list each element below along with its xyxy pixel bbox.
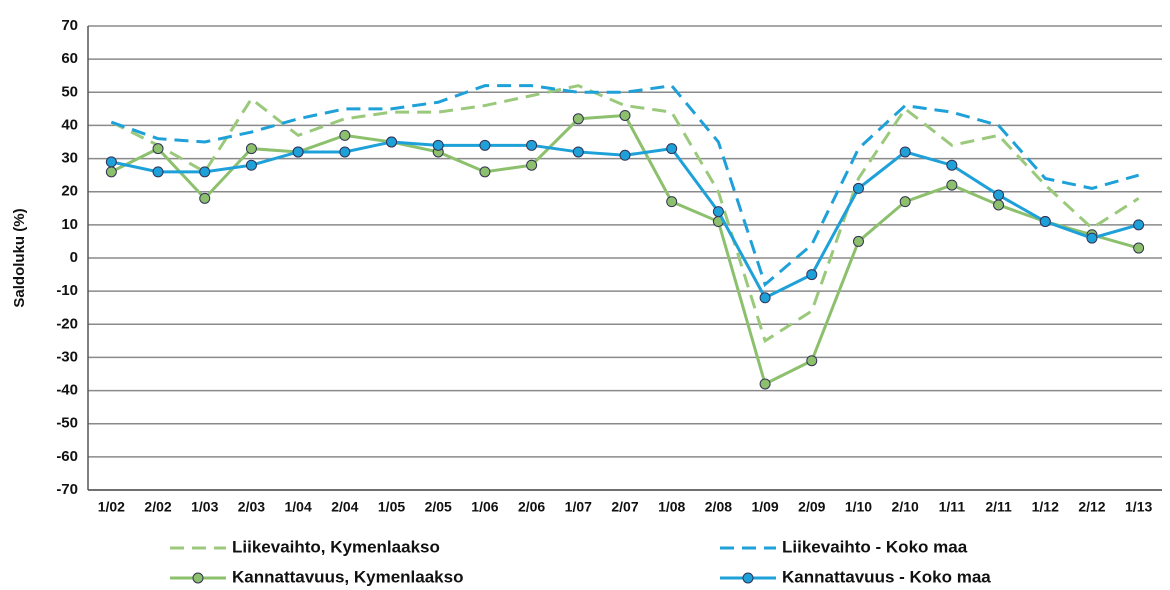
point	[993, 189, 1005, 201]
point	[339, 146, 351, 158]
legend-label: Liikevaihto, Kymenlaakso	[232, 537, 440, 556]
y-tick-label: 60	[61, 50, 78, 67]
x-tick-label: 1/12	[1032, 499, 1059, 515]
legend-label: Kannattavuus, Kymenlaakso	[232, 567, 463, 586]
point	[199, 192, 211, 204]
point	[619, 149, 631, 161]
point	[852, 182, 864, 194]
y-tick-label: -50	[56, 415, 78, 432]
point	[339, 129, 351, 141]
x-tick-label: 2/06	[518, 499, 545, 515]
y-tick-label: -70	[56, 481, 78, 498]
y-tick-label: -40	[56, 382, 78, 399]
y-tick-label: -30	[56, 348, 78, 365]
point	[666, 143, 678, 155]
point	[572, 113, 584, 125]
x-tick-label: 1/07	[565, 499, 592, 515]
series-line	[110, 84, 1140, 288]
point	[899, 196, 911, 208]
x-tick-label: 2/02	[144, 499, 171, 515]
point	[899, 146, 911, 158]
point	[712, 206, 724, 218]
point	[619, 109, 631, 121]
y-tick-label: 30	[61, 150, 78, 167]
point	[386, 136, 398, 148]
y-tick-label: 20	[61, 183, 78, 200]
legend-label: Kannattavuus - Koko maa	[782, 567, 991, 586]
x-tick-label: 1/10	[845, 499, 872, 515]
series-line	[110, 84, 1140, 344]
series-line	[111, 140, 1140, 300]
x-tick-label: 2/03	[238, 499, 265, 515]
point	[993, 199, 1005, 211]
x-tick-label: 1/08	[658, 499, 685, 515]
x-tick-label: 2/12	[1078, 499, 1105, 515]
y-axis-label: Saldoluku (%)	[11, 208, 28, 307]
x-tick-label: 1/02	[98, 499, 125, 515]
point	[1133, 242, 1145, 254]
y-tick-label: -60	[56, 448, 78, 465]
x-tick-label: 2/04	[331, 499, 358, 515]
point	[852, 235, 864, 247]
y-tick-label: -20	[56, 315, 78, 332]
y-tick-label: 0	[70, 249, 78, 266]
point	[432, 139, 444, 151]
y-tick-label: 40	[61, 116, 78, 133]
point	[152, 143, 164, 155]
point	[759, 292, 771, 304]
x-tick-label: 2/08	[705, 499, 732, 515]
point	[245, 159, 257, 171]
x-tick-label: 2/09	[798, 499, 825, 515]
point	[292, 146, 304, 158]
point	[572, 146, 584, 158]
x-tick-label: 2/10	[892, 499, 919, 515]
legend-marker	[742, 572, 754, 584]
point	[152, 166, 164, 178]
x-tick-label: 1/11	[939, 499, 966, 515]
point	[1133, 219, 1145, 231]
point	[526, 139, 538, 151]
point	[806, 355, 818, 367]
x-tick-label: 1/06	[471, 499, 498, 515]
point	[105, 166, 117, 178]
x-tick-label: 1/05	[378, 499, 405, 515]
point	[479, 166, 491, 178]
x-tick-label: 1/04	[285, 499, 312, 515]
point	[1039, 216, 1051, 228]
x-tick-label: 2/05	[425, 499, 452, 515]
point	[479, 139, 491, 151]
point	[759, 378, 771, 390]
point	[806, 269, 818, 281]
x-tick-label: 1/13	[1125, 499, 1152, 515]
point	[946, 159, 958, 171]
point	[245, 143, 257, 155]
point	[526, 159, 538, 171]
point	[199, 166, 211, 178]
y-tick-label: 70	[61, 17, 78, 34]
legend-marker	[192, 572, 204, 584]
y-tick-label: 50	[61, 83, 78, 100]
point	[666, 196, 678, 208]
y-tick-label: 10	[61, 216, 78, 233]
legend-label: Liikevaihto - Koko maa	[782, 537, 968, 556]
x-tick-label: 2/11	[985, 499, 1012, 515]
y-tick-label: -10	[56, 282, 78, 299]
x-tick-label: 1/03	[191, 499, 218, 515]
x-tick-label: 2/07	[611, 499, 638, 515]
point	[1086, 232, 1098, 244]
x-tick-label: 1/09	[751, 499, 778, 515]
point	[946, 179, 958, 191]
point	[105, 156, 117, 168]
